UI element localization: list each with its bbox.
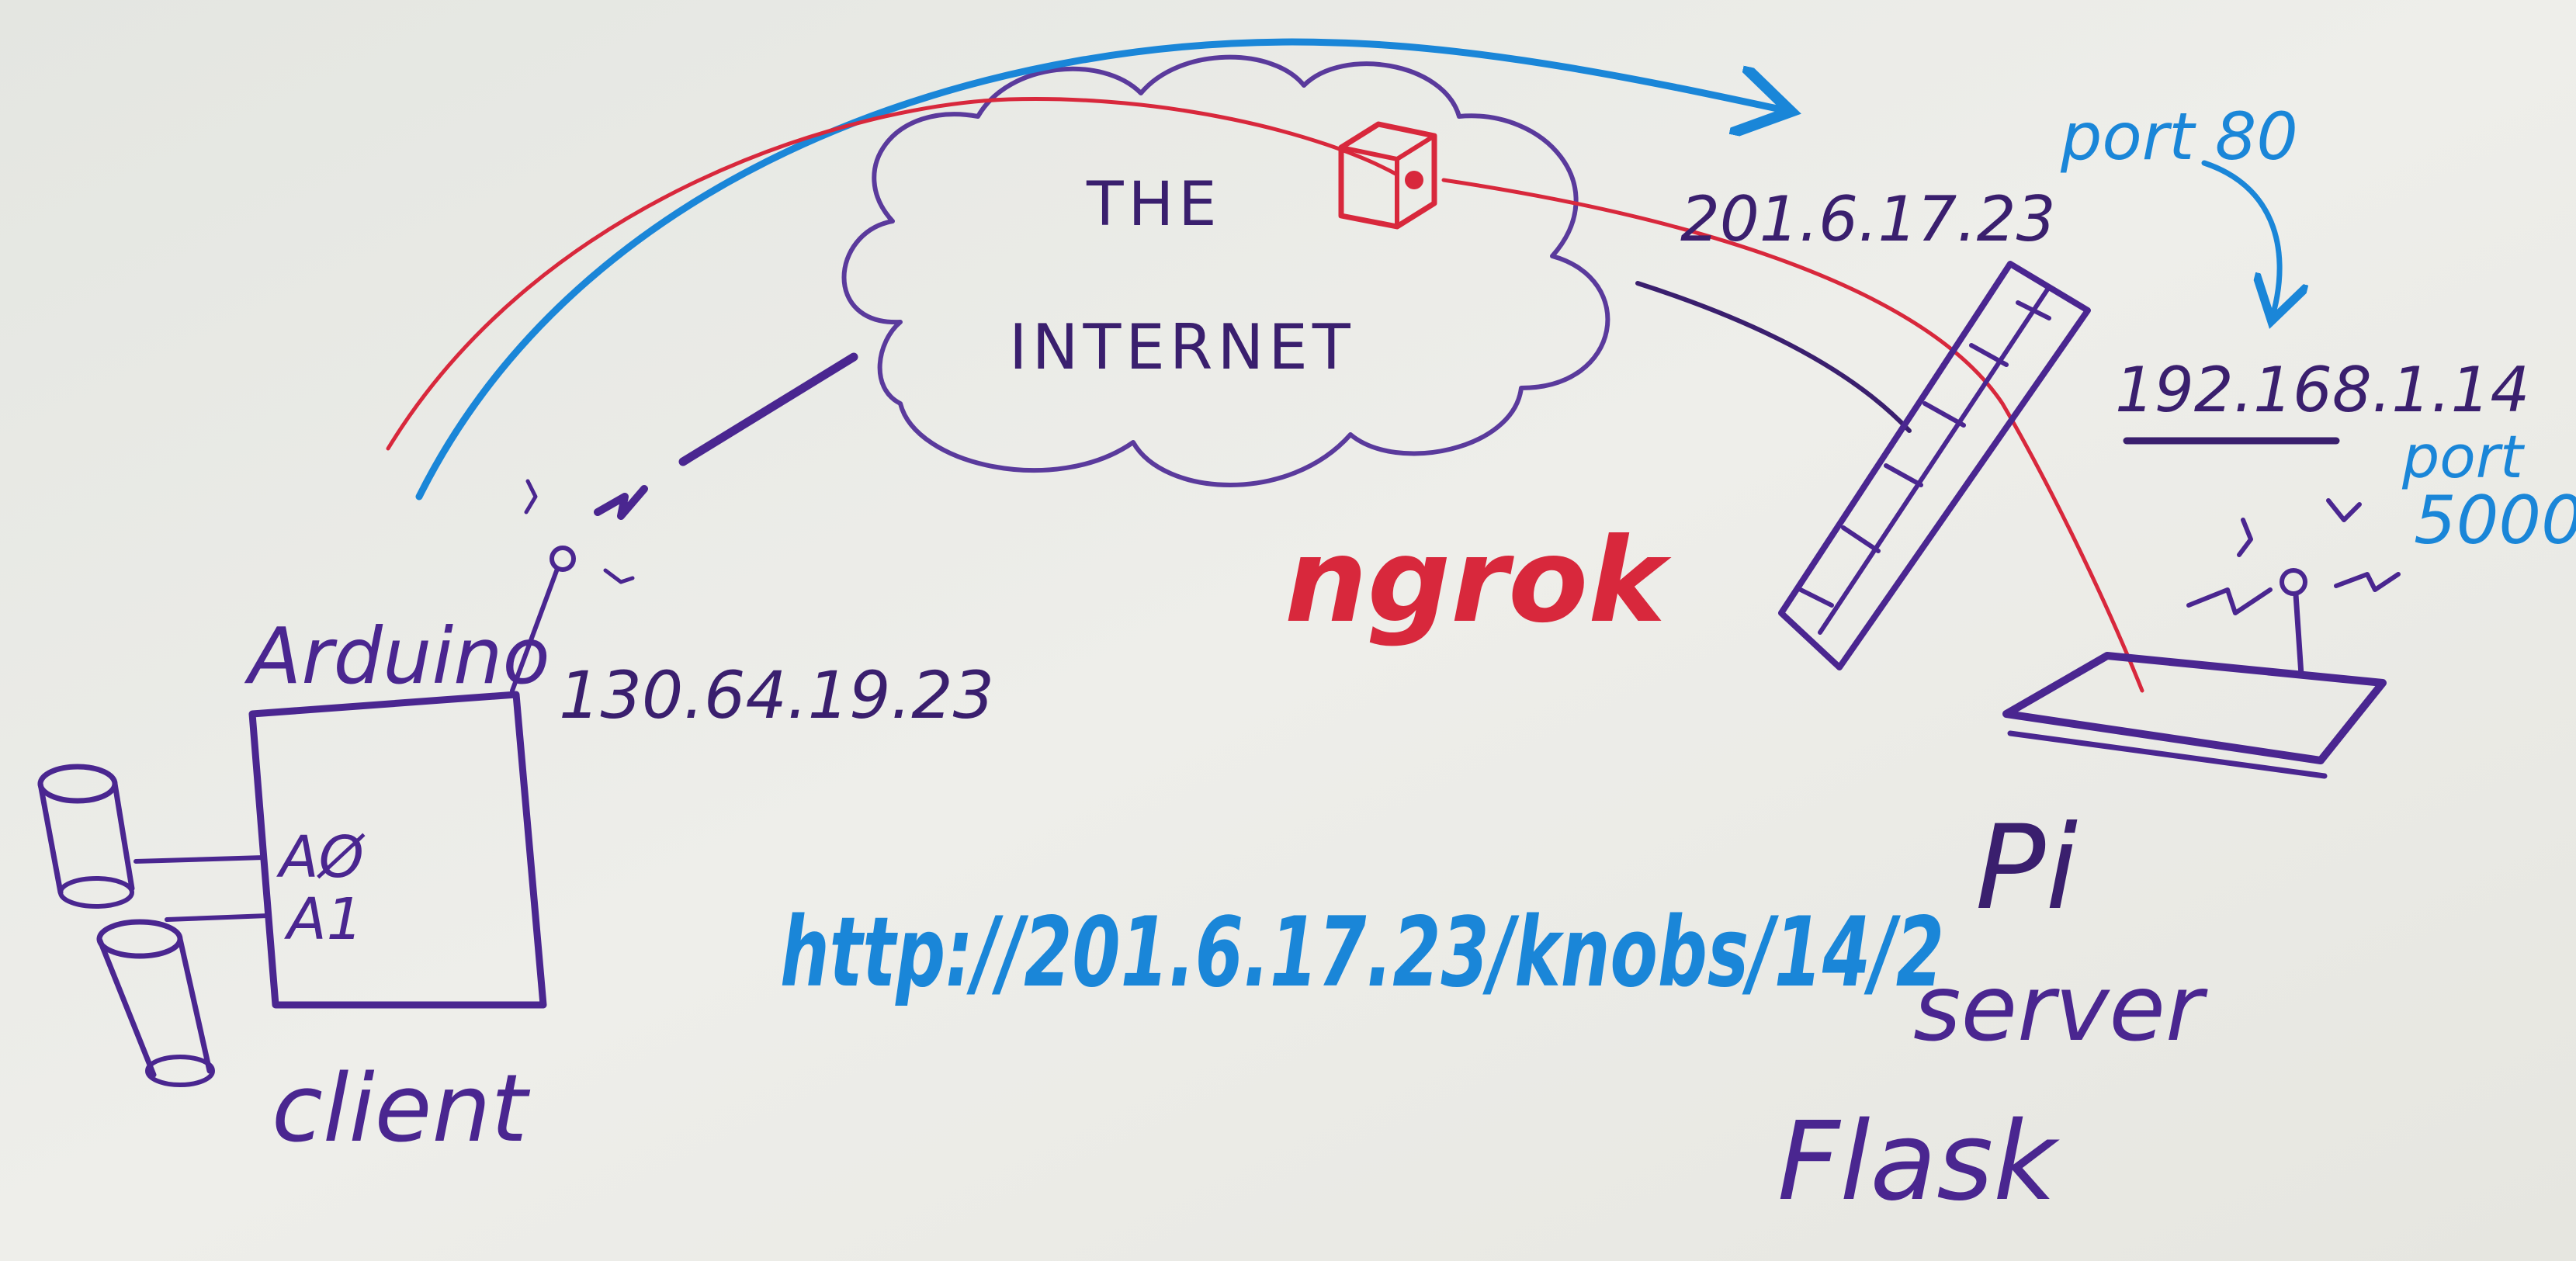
internet-label-line2: INTERNET <box>1009 311 1355 383</box>
server-label: server <box>1913 954 2208 1062</box>
pin-a1-label: A1 <box>284 886 363 953</box>
arduino-label: Arduino <box>244 611 550 702</box>
arduino-board <box>248 691 547 1009</box>
ngrok-label: ngrok <box>1285 514 1672 649</box>
firewall-icon <box>1778 261 2091 670</box>
client-ip-label: 130.64.19.23 <box>559 657 994 733</box>
internet-cloud: THE INTERNET <box>841 54 1610 487</box>
public-port-label: port 80 <box>2060 99 2298 175</box>
url-label: http://201.6.17.23/knobs/14/2 <box>780 897 1944 1009</box>
pin-a0-label: AØ <box>276 824 366 891</box>
internet-to-firewall-line <box>1635 281 1912 433</box>
red-tunnel-arc-left <box>386 97 1399 451</box>
blue-request-arc <box>415 38 1777 501</box>
internet-label-line1: THE <box>1086 170 1222 240</box>
local-port-number: 5000 <box>2414 482 2576 559</box>
potentiometer-icon <box>37 764 266 909</box>
wireless-link <box>594 352 858 520</box>
pi-label: Pi <box>1975 801 2078 936</box>
public-ip-label: 201.6.17.23 <box>1680 183 2055 255</box>
pi-board-edge <box>2007 730 2328 779</box>
pi-board <box>2002 652 2387 764</box>
flask-label: Flask <box>1777 1099 2060 1225</box>
client-role-label: client <box>272 1055 531 1163</box>
local-port-word: port <box>2401 422 2526 491</box>
client-antenna-icon <box>510 479 635 693</box>
tunnel-box-icon <box>1338 121 1437 230</box>
local-ip-label: 192.168.1.14 <box>2115 354 2529 426</box>
server-antenna-icon <box>2186 498 2401 678</box>
potentiometer-icon <box>96 913 270 1087</box>
port-forward-arrow <box>2201 160 2280 310</box>
red-tunnel-arc-right <box>1441 178 2144 693</box>
